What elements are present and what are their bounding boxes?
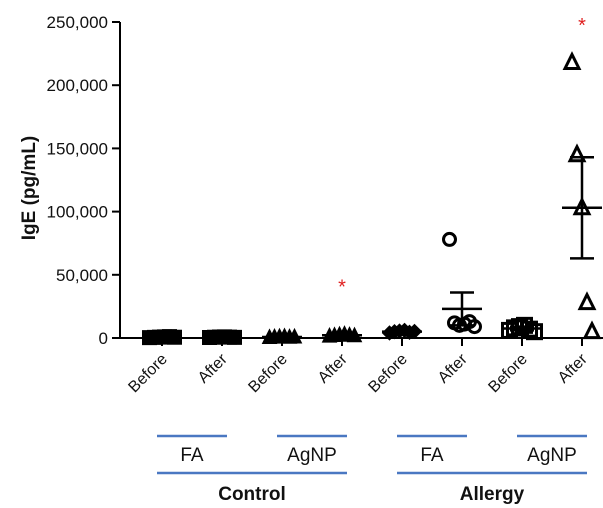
group-label: FA — [180, 445, 204, 466]
group-label: AgNP — [527, 445, 577, 466]
y-tick-label: 0 — [99, 329, 108, 348]
super-group-label: Control — [218, 484, 286, 505]
x-tick-label: Before — [485, 351, 530, 396]
y-tick-label: 200,000 — [47, 76, 108, 95]
group-label: AgNP — [287, 445, 337, 466]
y-tick-label: 250,000 — [47, 13, 108, 32]
data-point — [442, 231, 457, 247]
y-tick-label: 50,000 — [56, 266, 108, 285]
super-group-label: Allergy — [460, 484, 525, 505]
x-tick-label: Before — [245, 351, 290, 396]
x-tick-label: After — [195, 350, 231, 386]
significance-marker: * — [338, 277, 346, 299]
y-axis-label: IgE (pg/mL) — [19, 136, 40, 240]
data-point — [562, 51, 582, 70]
x-tick-label: After — [435, 350, 471, 386]
significance-marker: * — [578, 15, 586, 37]
data-point — [567, 143, 587, 163]
data-point — [467, 319, 482, 335]
x-tick-label: After — [555, 350, 591, 386]
y-tick-label: 150,000 — [47, 139, 108, 158]
x-tick-label: Before — [365, 351, 410, 396]
data-point — [577, 291, 597, 311]
x-tick-label: After — [315, 350, 351, 386]
data-point — [582, 320, 602, 340]
x-tick-label: Before — [125, 351, 170, 396]
data-point — [526, 323, 543, 341]
group-label: FA — [420, 445, 444, 466]
y-tick-label: 100,000 — [47, 203, 108, 222]
